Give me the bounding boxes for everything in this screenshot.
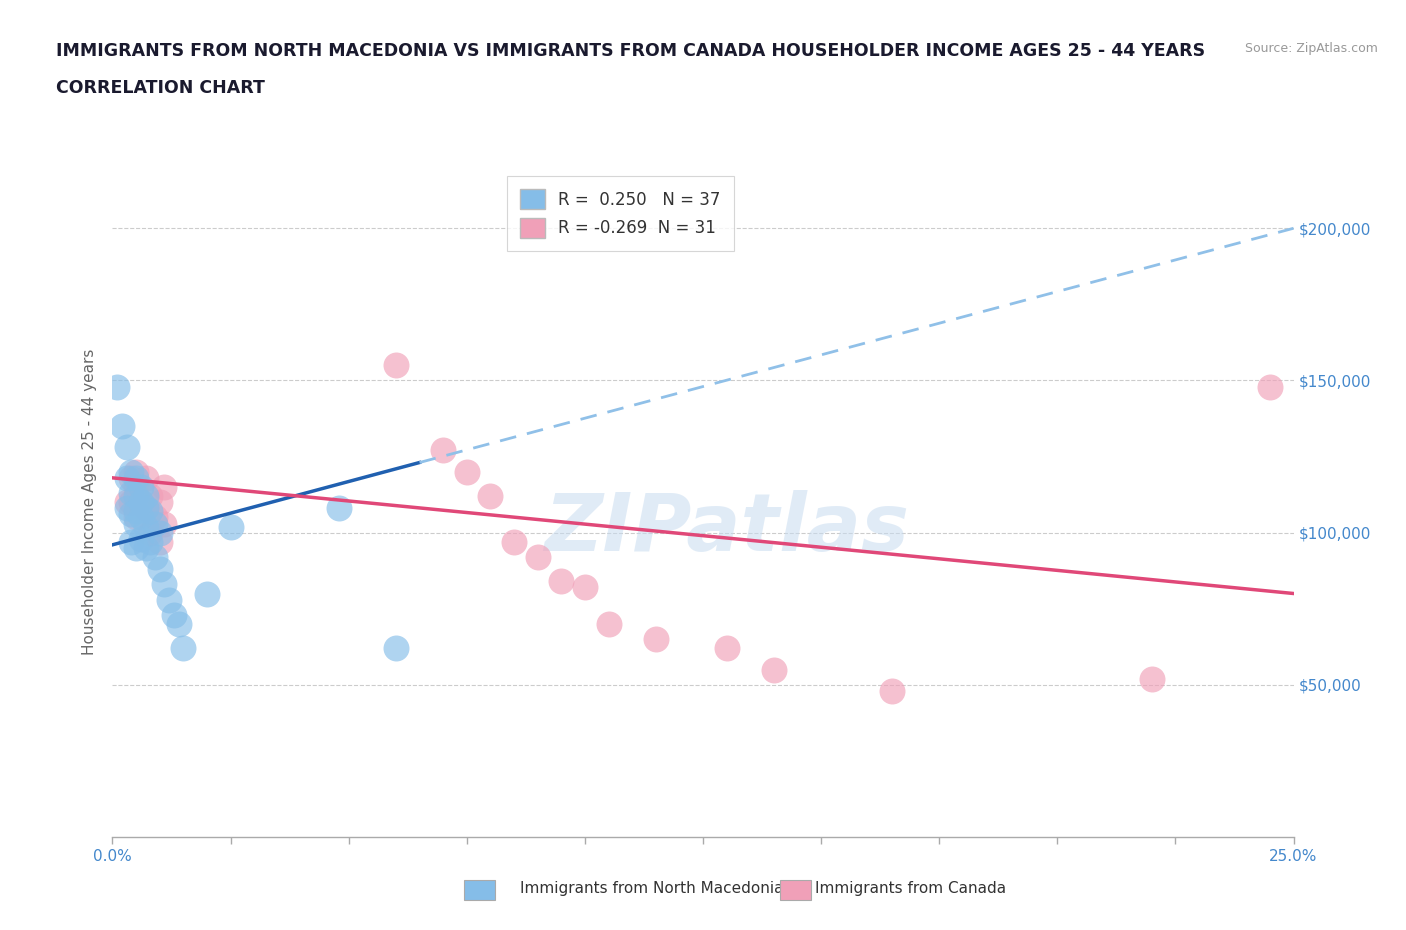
Text: Source: ZipAtlas.com: Source: ZipAtlas.com: [1244, 42, 1378, 55]
Point: [125, 480, 148, 495]
Point: [153, 516, 176, 531]
Point: [716, 641, 738, 656]
Point: [125, 510, 148, 525]
Point: [125, 488, 148, 503]
Point: [120, 464, 142, 479]
Point: [598, 617, 620, 631]
Point: [219, 519, 242, 534]
Point: [149, 495, 172, 510]
Legend: R =  0.250   N = 37, R = -0.269  N = 31: R = 0.250 N = 37, R = -0.269 N = 31: [506, 176, 734, 251]
Point: [129, 480, 152, 495]
Point: [135, 519, 157, 534]
Point: [143, 516, 166, 531]
Point: [385, 641, 408, 656]
Point: [135, 488, 157, 503]
Point: [503, 535, 526, 550]
Point: [328, 501, 350, 516]
Point: [135, 471, 157, 485]
Point: [135, 501, 157, 516]
Point: [385, 358, 408, 373]
Point: [153, 480, 176, 495]
Point: [157, 592, 180, 607]
Text: CORRELATION CHART: CORRELATION CHART: [56, 79, 266, 97]
Point: [129, 531, 152, 546]
Point: [149, 535, 172, 550]
Point: [195, 586, 218, 601]
Point: [163, 607, 186, 622]
Point: [149, 525, 172, 540]
Point: [167, 617, 190, 631]
Point: [120, 507, 142, 522]
Y-axis label: Householder Income Ages 25 - 44 years: Householder Income Ages 25 - 44 years: [82, 349, 97, 656]
Point: [129, 495, 152, 510]
Point: [432, 443, 454, 458]
Text: Immigrants from North Macedonia: Immigrants from North Macedonia: [520, 881, 783, 896]
Point: [135, 540, 157, 555]
Point: [105, 379, 128, 394]
Point: [139, 535, 162, 550]
Point: [125, 464, 148, 479]
Point: [1140, 671, 1163, 686]
Point: [456, 464, 478, 479]
Point: [115, 495, 138, 510]
Point: [135, 501, 157, 516]
Point: [120, 485, 142, 500]
Point: [125, 504, 148, 519]
Point: [115, 440, 138, 455]
Point: [153, 577, 176, 591]
Point: [143, 510, 166, 525]
Point: [574, 580, 596, 595]
Point: [143, 550, 166, 565]
Point: [111, 418, 134, 433]
Point: [129, 495, 152, 510]
Point: [129, 510, 152, 525]
Point: [120, 535, 142, 550]
Text: IMMIGRANTS FROM NORTH MACEDONIA VS IMMIGRANTS FROM CANADA HOUSEHOLDER INCOME AGE: IMMIGRANTS FROM NORTH MACEDONIA VS IMMIG…: [56, 42, 1205, 60]
Point: [139, 488, 162, 503]
Point: [550, 574, 572, 589]
Point: [1258, 379, 1281, 394]
Text: ZIPatlas: ZIPatlas: [544, 490, 910, 568]
Text: Immigrants from Canada: Immigrants from Canada: [815, 881, 1007, 896]
Point: [479, 488, 502, 503]
Point: [172, 641, 194, 656]
Point: [125, 471, 148, 485]
Point: [880, 684, 903, 698]
Point: [149, 562, 172, 577]
Point: [120, 471, 142, 485]
Point: [762, 662, 785, 677]
Point: [125, 540, 148, 555]
Point: [644, 631, 666, 646]
Point: [115, 471, 138, 485]
Point: [139, 525, 162, 540]
Point: [139, 504, 162, 519]
Point: [115, 501, 138, 516]
Point: [125, 516, 148, 531]
Point: [120, 495, 142, 510]
Point: [526, 550, 548, 565]
